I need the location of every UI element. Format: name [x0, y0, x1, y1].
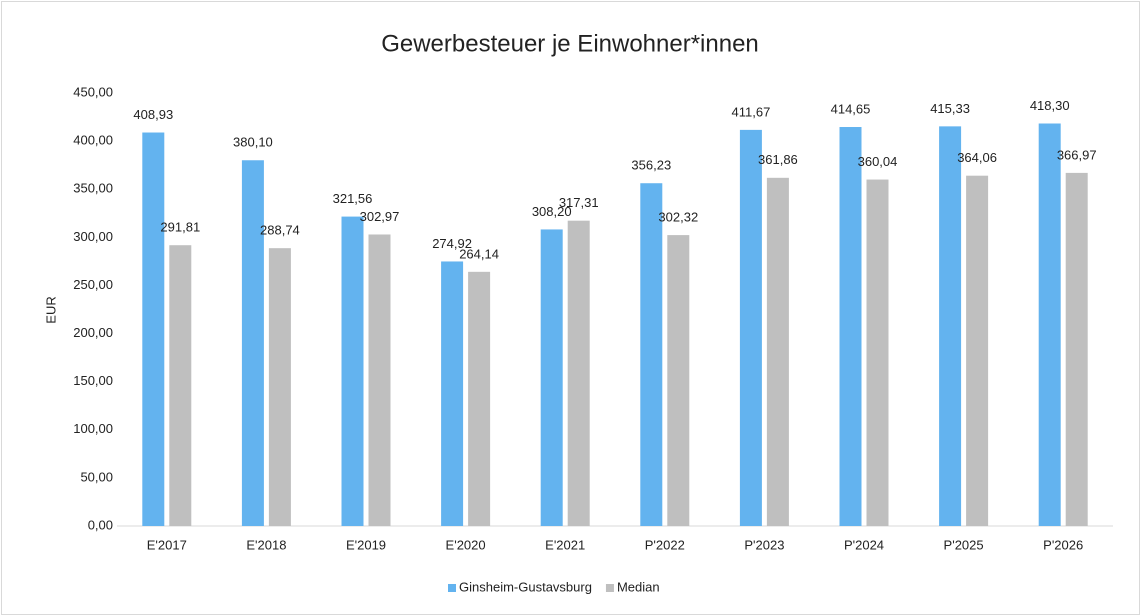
data-label: 356,23: [631, 158, 671, 173]
data-label: 418,30: [1030, 98, 1070, 113]
bar: [567, 220, 590, 527]
data-label: 366,97: [1057, 147, 1097, 162]
bar: [1065, 172, 1088, 526]
bar: [766, 177, 789, 526]
legend-swatch: [605, 584, 614, 592]
data-label: 414,65: [831, 101, 871, 116]
bar: [441, 261, 464, 526]
data-label: 321,56: [333, 191, 373, 206]
data-label: 415,33: [930, 101, 970, 116]
y-tick-label: 450,00: [73, 84, 113, 99]
data-label: 274,92: [432, 236, 472, 251]
bar: [341, 216, 364, 526]
bar: [939, 126, 962, 527]
y-tick-label: 400,00: [73, 133, 113, 148]
legend-label: Ginsheim-Gustavsburg: [459, 579, 592, 594]
y-tick-label: 100,00: [73, 421, 113, 436]
x-tick-label: E'2019: [346, 537, 386, 552]
data-label: 302,32: [658, 210, 698, 225]
y-tick-label: 200,00: [73, 325, 113, 340]
data-label: 380,10: [233, 135, 273, 150]
y-tick-label: 300,00: [73, 229, 113, 244]
bar: [368, 234, 391, 527]
data-label: 291,81: [160, 220, 200, 235]
y-axis-label: EUR: [43, 296, 58, 323]
bar: [966, 175, 989, 527]
data-label: 408,93: [133, 107, 173, 122]
data-label: 317,31: [559, 195, 599, 210]
x-tick-label: P'2022: [645, 537, 685, 552]
y-tick-label: 50,00: [80, 469, 113, 484]
x-tick-label: E'2018: [246, 537, 286, 552]
bar: [667, 235, 690, 526]
x-tick-label: E'2020: [446, 537, 486, 552]
bar: [739, 129, 762, 527]
x-tick-label: P'2026: [1043, 537, 1083, 552]
x-tick-label: E'2021: [545, 537, 585, 552]
bar: [866, 179, 889, 526]
data-label: 308,20: [532, 204, 572, 219]
x-tick-label: E'2017: [147, 537, 187, 552]
bar: [468, 271, 491, 526]
y-tick-label: 250,00: [73, 277, 113, 292]
bar: [169, 245, 192, 526]
data-label: 264,14: [459, 246, 499, 261]
y-tick-label: 150,00: [73, 373, 113, 388]
y-tick-label: 0,00: [88, 517, 113, 532]
data-label: 361,86: [758, 152, 798, 167]
bar: [839, 127, 862, 526]
data-label: 364,06: [957, 150, 997, 165]
data-label: 288,74: [260, 223, 300, 238]
bar: [1038, 123, 1061, 526]
legend-swatch: [448, 584, 456, 592]
y-tick-label: 350,00: [73, 181, 113, 196]
bar: [640, 183, 663, 526]
bar: [268, 248, 291, 526]
bar: [241, 160, 264, 526]
data-label: 302,97: [360, 209, 400, 224]
chart-title: Gewerbesteuer je Einwohner*innen: [381, 30, 759, 57]
bar: [142, 132, 165, 526]
bar: [540, 229, 563, 526]
x-tick-label: P'2024: [844, 537, 884, 552]
x-tick-label: P'2025: [944, 537, 984, 552]
x-tick-label: P'2023: [744, 537, 784, 552]
legend-label: Median: [617, 579, 660, 594]
data-label: 411,67: [732, 104, 771, 119]
data-label: 360,04: [858, 154, 898, 169]
